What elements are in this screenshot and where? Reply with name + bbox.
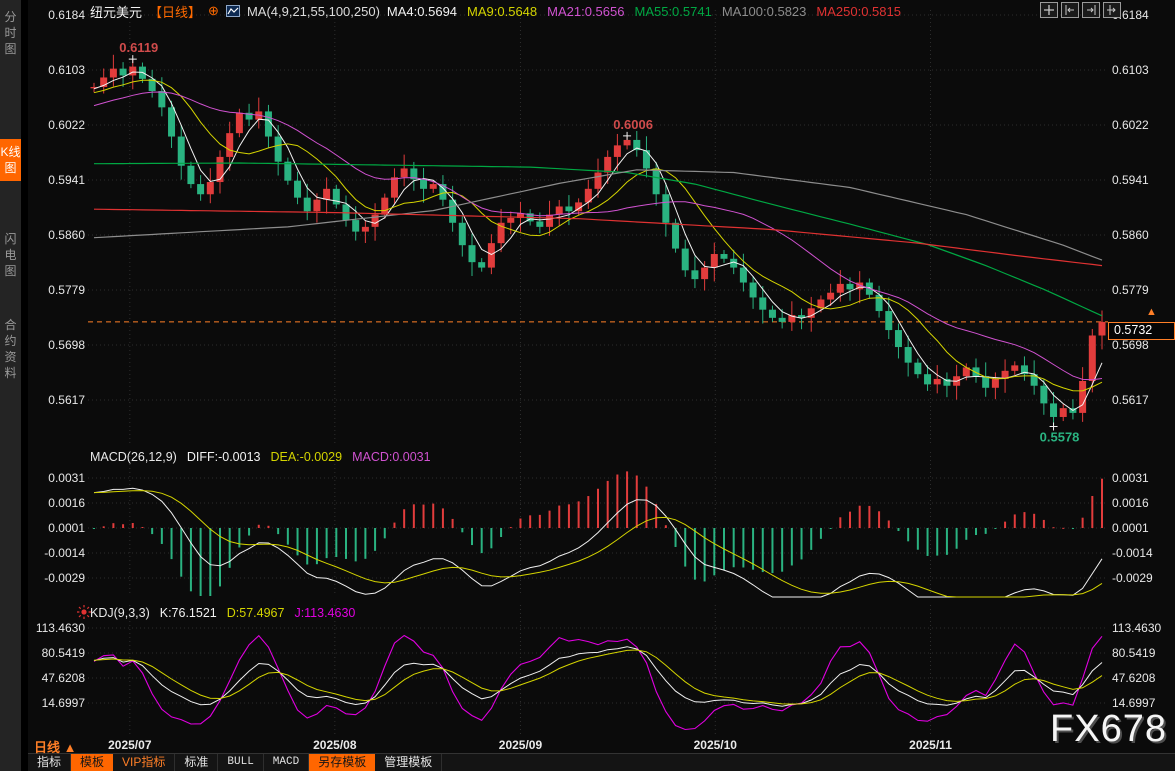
add-indicator-icon[interactable]: ⊕ xyxy=(208,3,219,18)
indicator-value: DEA:-0.0029 xyxy=(270,450,343,464)
sidebar-divider xyxy=(21,0,28,771)
kdj-header: KDJ(9,3,3) K:76.1521 D:57.4967 J:113.4630 xyxy=(90,606,355,620)
ma-readouts: MA4:0.5694 MA9:0.5648 MA21:0.5656 MA55:0.57… xyxy=(387,4,901,19)
macd-readouts: DIFF:-0.0013 DEA:-0.0029 MACD:0.0031 xyxy=(187,450,431,464)
macd-params: MACD(26,12,9) xyxy=(90,450,177,464)
macd-chart[interactable] xyxy=(88,448,1108,600)
symbol-title: 纽元美元 xyxy=(90,4,143,20)
compress-right-icon[interactable] xyxy=(1082,2,1100,18)
ma-value: MA21:0.5656 xyxy=(547,3,625,19)
indicator-value: DIFF:-0.0013 xyxy=(186,450,261,464)
tab-5[interactable]: BULL xyxy=(218,754,264,771)
y-axis-label: -0.0014 xyxy=(44,546,85,560)
y-axis-label: 0.0001 xyxy=(1112,521,1149,535)
period-badge: 【日线】 xyxy=(149,4,202,20)
watermark: FX678 xyxy=(1050,708,1167,750)
ma-value: MA4:0.5694 xyxy=(386,3,458,19)
price-tag-arrow: ▲ xyxy=(1146,306,1157,318)
y-axis-label: 0.0031 xyxy=(1112,471,1149,485)
y-axis-label: 0.5860 xyxy=(48,228,85,242)
tab-1[interactable]: 指标 xyxy=(28,754,72,771)
y-axis-label: 0.0031 xyxy=(48,471,85,485)
y-axis-label: 0.5860 xyxy=(1112,228,1149,242)
y-axis-label: -0.0029 xyxy=(1112,571,1153,585)
indicator-value: J:113.4630 xyxy=(294,606,356,620)
month-label: 2025/11 xyxy=(909,738,952,752)
y-axis-label: 14.6997 xyxy=(41,696,85,710)
month-label: 2025/07 xyxy=(108,738,152,752)
ma-settings-label: MA(4,9,21,55,100,250) xyxy=(246,3,380,19)
svg-text:0.5578: 0.5578 xyxy=(1040,429,1080,444)
sidebar-item-3[interactable]: 闪电图 xyxy=(4,232,17,278)
tab-6[interactable]: MACD xyxy=(264,754,310,771)
y-axis-label: 0.5698 xyxy=(1112,338,1149,352)
sidebar-item-1[interactable]: 分时图 xyxy=(4,10,17,56)
ma-value: MA55:0.5741 xyxy=(634,3,712,19)
tab-3[interactable]: VIP指标 xyxy=(113,754,176,771)
sidebar-item-4[interactable]: 合约资料 xyxy=(4,318,17,380)
y-axis-label: 0.6022 xyxy=(1112,118,1149,132)
sidebar: 分时图 K线图闪电图合约资料 xyxy=(0,0,21,771)
kdj-chart[interactable] xyxy=(88,603,1108,738)
y-axis-label: 0.5617 xyxy=(48,393,85,407)
tab-7[interactable]: 另存模板 xyxy=(309,754,376,771)
sidebar-item-2[interactable]: K线图 xyxy=(0,139,21,181)
y-axis-label: 14.6997 xyxy=(1112,696,1156,710)
y-axis-label: 0.0016 xyxy=(48,496,85,510)
timeline-period-label[interactable]: 日线 ▲ xyxy=(34,740,77,755)
ma-value: MA9:0.5648 xyxy=(467,3,538,19)
indicator-value: D:57.4967 xyxy=(226,606,285,620)
y-axis-label: 47.6208 xyxy=(41,671,85,685)
kdj-readouts: K:76.1521 D:57.4967 J:113.4630 xyxy=(160,606,356,620)
svg-text:0.6119: 0.6119 xyxy=(119,40,158,55)
y-axis-label: -0.0014 xyxy=(1112,546,1153,560)
y-axis-label: 0.6184 xyxy=(48,8,85,22)
y-axis-label: 0.5779 xyxy=(48,283,85,297)
chart-toolbar xyxy=(1040,2,1121,18)
y-axis-label: 0.5617 xyxy=(1112,393,1149,407)
indicator-value: K:76.1521 xyxy=(159,606,217,620)
month-label: 2025/10 xyxy=(693,738,737,752)
y-axis-label: -0.0029 xyxy=(44,571,85,585)
y-axis-label: 80.5419 xyxy=(41,646,85,660)
svg-text:0.6006: 0.6006 xyxy=(613,117,653,132)
y-axis-label: 47.6208 xyxy=(1112,671,1156,685)
chart-type-icon[interactable] xyxy=(225,5,240,17)
y-axis-label: 0.5941 xyxy=(48,173,85,187)
month-label: 2025/08 xyxy=(313,738,357,752)
y-axis-label: 0.5779 xyxy=(1112,283,1149,297)
ma-value: MA250:0.5815 xyxy=(816,3,901,19)
y-axis-label: 0.0016 xyxy=(1112,496,1149,510)
indicator-value: MACD:0.0031 xyxy=(352,450,431,464)
y-axis-label: 113.4630 xyxy=(35,621,85,635)
y-axis-label: 0.6184 xyxy=(1112,8,1149,22)
tab-4[interactable]: 标准 xyxy=(175,754,219,771)
y-axis-label: 0.5941 xyxy=(1112,173,1149,187)
main-chart[interactable]: 0.6119 0.6006 0.5578 xyxy=(88,8,1108,448)
ma-value: MA100:0.5823 xyxy=(721,3,807,19)
y-axis-label: 0.5698 xyxy=(48,338,85,352)
shift-right-icon[interactable] xyxy=(1103,2,1121,18)
macd-header: MACD(26,12,9) DIFF:-0.0013 DEA:-0.0029 MAC… xyxy=(90,450,431,464)
alert-icon[interactable] xyxy=(76,604,92,625)
chart-header: 纽元美元 【日线】 ⊕ MA(4,9,21,55,100,250) MA4:0.… xyxy=(90,3,901,20)
pan-icon[interactable] xyxy=(1040,2,1058,18)
y-axis-label: 113.4630 xyxy=(1112,621,1162,635)
y-axis-label: 0.6022 xyxy=(48,118,85,132)
compress-left-icon[interactable] xyxy=(1061,2,1079,18)
y-axis-label: 0.0001 xyxy=(48,521,85,535)
tab-8[interactable]: 管理模板 xyxy=(375,754,443,771)
y-axis-label: 0.6103 xyxy=(48,63,85,77)
y-axis-label: 80.5419 xyxy=(1112,646,1156,660)
price-tag: 0.5732 xyxy=(1108,322,1175,340)
month-label: 2025/09 xyxy=(498,738,543,752)
kdj-params: KDJ(9,3,3) xyxy=(90,606,150,620)
y-axis-label: 0.6103 xyxy=(1112,63,1149,77)
tab-2[interactable]: 模板 xyxy=(71,754,114,771)
bottom-tab-bar: 指标 模板 VIP指标 标准 BULL MACD 另存模板 管理模板 xyxy=(28,753,1175,771)
